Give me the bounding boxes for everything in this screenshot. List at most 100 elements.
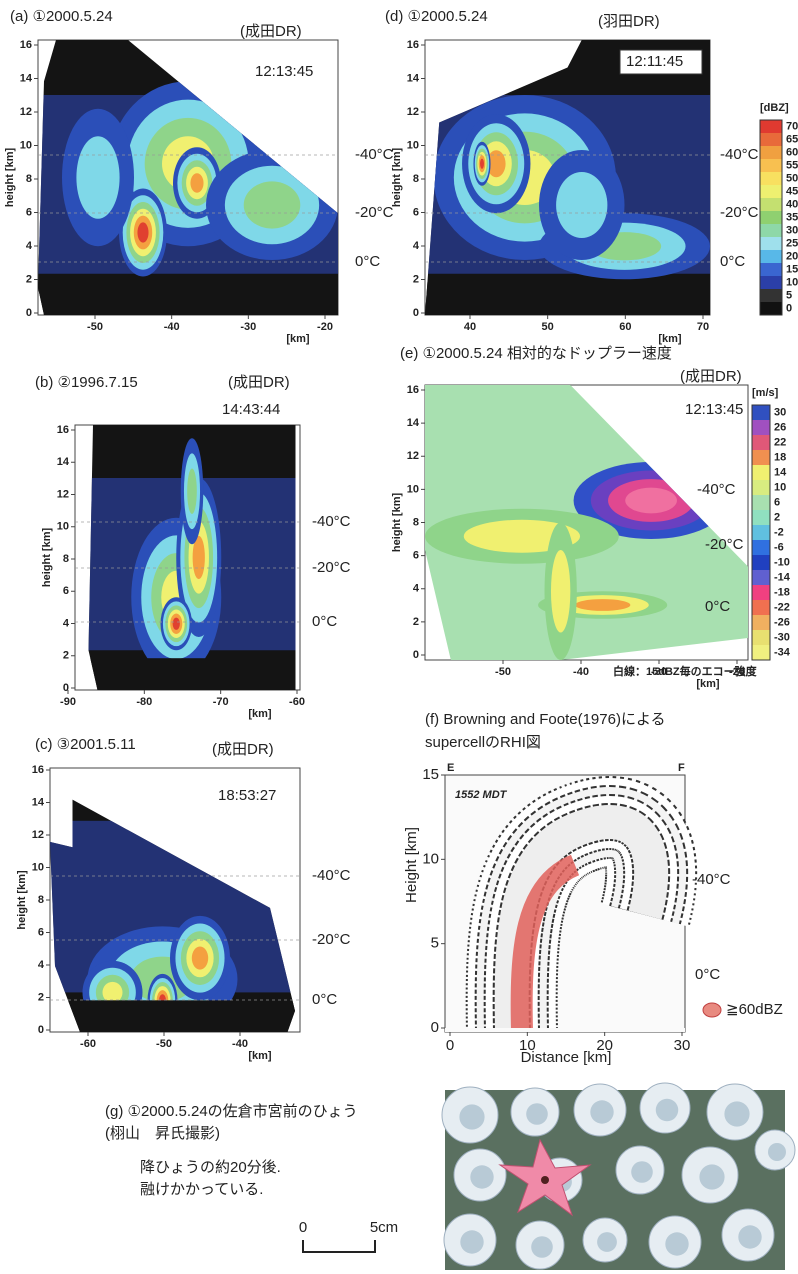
y-tick-label: 12 <box>407 106 419 118</box>
hailstone-core <box>470 1165 494 1189</box>
x-tick-label: 50 <box>542 321 554 333</box>
color-swatch <box>752 420 770 436</box>
x-tick-label: -40 <box>573 666 589 678</box>
hailstone-core <box>460 1230 484 1254</box>
y-tick-label: 0 <box>431 1019 439 1036</box>
x-tick-label: 10 <box>519 1037 536 1054</box>
echo <box>550 550 571 633</box>
scale-label: 2 <box>774 511 780 523</box>
scale-label: -2 <box>774 526 784 538</box>
x-tick-label: 70 <box>697 321 709 333</box>
y-tick-label: 8 <box>63 553 69 565</box>
caption: 融けかかっている. <box>140 1181 263 1198</box>
color-swatch <box>760 120 782 134</box>
x-axis-label: Distance [km] <box>521 1049 612 1066</box>
y-tick-label: 2 <box>63 650 69 662</box>
x-tick-label: 60 <box>619 321 631 333</box>
x-tick-label: -50 <box>87 321 103 333</box>
y-tick-label: 14 <box>32 796 45 808</box>
scale-label: 5cm <box>370 1219 398 1236</box>
color-swatch <box>752 525 770 541</box>
echo <box>574 599 631 611</box>
temperature-label: -40°C <box>697 481 736 498</box>
ground-clutter <box>38 282 338 315</box>
hailstone-core <box>631 1161 653 1183</box>
color-swatch <box>760 133 782 147</box>
panel-title: (d) ①2000.5.24 <box>385 8 488 25</box>
hailstone-core <box>768 1143 786 1161</box>
y-tick-label: 4 <box>26 240 33 252</box>
scale-label: 0 <box>299 1219 307 1236</box>
echo <box>76 136 120 219</box>
panel-title: supercellのRHI図 <box>425 734 541 751</box>
y-tick-label: 16 <box>32 764 44 776</box>
scale-label: -26 <box>774 616 790 628</box>
x-tick-label: -50 <box>495 666 511 678</box>
hailstone-core <box>459 1104 485 1130</box>
echo <box>556 172 608 238</box>
echo <box>190 173 204 193</box>
color-swatch <box>752 585 770 601</box>
x-tick-label: 30 <box>674 1037 691 1054</box>
hailstone-core <box>724 1101 750 1127</box>
color-swatch <box>752 450 770 466</box>
y-tick-label: 14 <box>20 72 33 84</box>
scale-label: 50 <box>786 172 798 184</box>
ground-clutter <box>425 282 710 315</box>
x-tick-label: -60 <box>289 696 305 708</box>
time: 12:11:45 <box>626 53 683 70</box>
scale-label: 26 <box>774 421 786 433</box>
y-axis-label: Height [km] <box>403 827 420 903</box>
scale-label: 60 <box>786 146 798 158</box>
stamp: 1552 MDT <box>455 789 508 801</box>
scale-frame <box>751 404 771 661</box>
x-tick-label: -40 <box>232 1038 248 1050</box>
temperature-label: 0°C <box>705 598 730 615</box>
y-tick-label: 12 <box>407 450 419 462</box>
y-tick-label: 0 <box>413 649 419 661</box>
hailstone-core <box>738 1225 762 1249</box>
corner-label: E <box>447 762 454 774</box>
radar-image <box>88 425 296 690</box>
color-swatch <box>752 645 770 661</box>
y-tick-label: 0 <box>38 1024 44 1036</box>
echo <box>172 617 180 630</box>
temperature-label: -20°C <box>312 931 351 948</box>
station: (成田DR) <box>240 23 302 40</box>
scale-label: 70 <box>786 120 798 132</box>
ground <box>445 1028 685 1032</box>
y-tick-label: 14 <box>407 417 420 429</box>
y-axis-label: height [km] <box>16 870 28 930</box>
station: (成田DR) <box>228 374 290 391</box>
y-tick-label: 10 <box>32 861 44 873</box>
color-swatch <box>752 555 770 571</box>
echo <box>243 181 301 229</box>
y-tick-label: 2 <box>413 273 419 285</box>
panel-title: (栩山 昇氏撮影) <box>105 1124 220 1142</box>
color-swatch <box>760 198 782 212</box>
y-axis-label: height [km] <box>391 493 403 553</box>
high-reflectivity <box>510 854 580 1031</box>
scale-bar <box>302 1240 376 1253</box>
x-tick-label: -20 <box>317 321 333 333</box>
hailstone-core <box>597 1232 617 1252</box>
ground-clutter <box>88 658 296 690</box>
time-box <box>619 49 703 75</box>
scale-label: 55 <box>786 159 798 171</box>
radar-image <box>425 385 748 660</box>
y-tick-label: 10 <box>57 521 69 533</box>
time: 18:53:27 <box>218 787 276 804</box>
scale-label: 30 <box>786 224 798 236</box>
scale-unit: [dBZ] <box>760 102 789 114</box>
hailstone-core <box>531 1236 553 1258</box>
panel-title: (f) Browning and Foote(1976)による <box>425 711 666 728</box>
y-tick-label: 14 <box>57 456 70 468</box>
station: (成田DR) <box>212 741 274 758</box>
temperature-label: -20°C <box>355 204 394 221</box>
x-unit: [km] <box>658 333 682 345</box>
y-tick-label: 16 <box>57 424 69 436</box>
panel-title: (a) ①2000.5.24 <box>10 8 113 25</box>
y-axis-label: height [km] <box>4 148 16 208</box>
station: (羽田DR) <box>598 13 660 30</box>
echo <box>187 468 197 514</box>
